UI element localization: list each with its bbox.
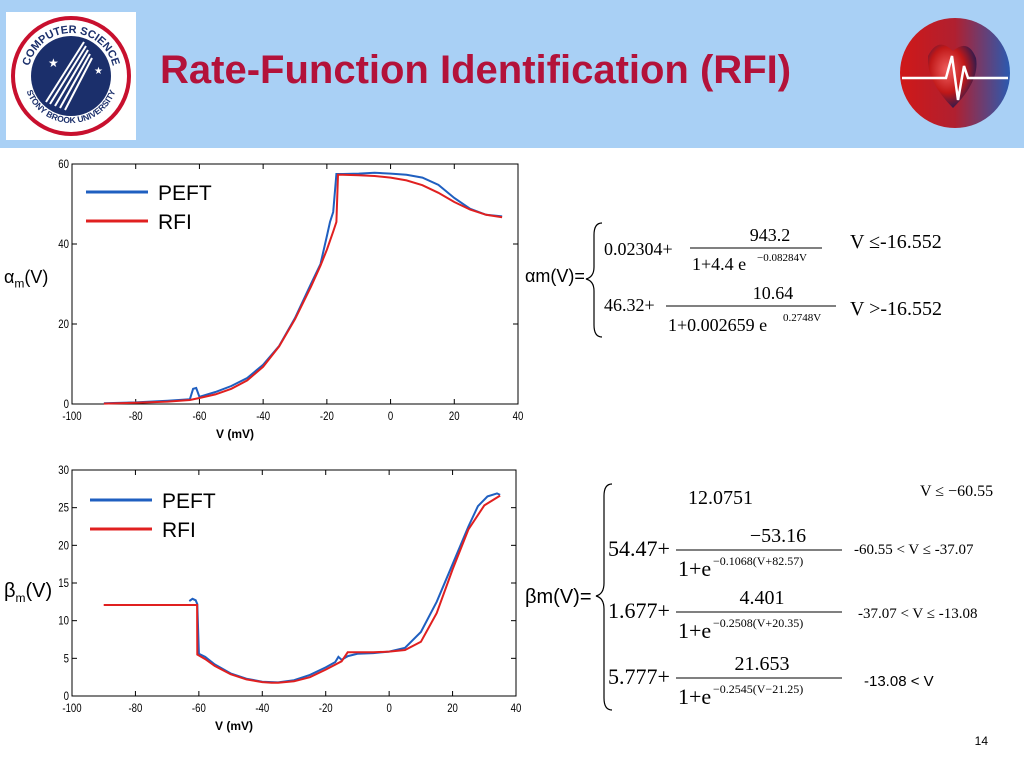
alpha-row2-den: 1+0.002659 e — [668, 315, 767, 335]
y-tick-label: 60 — [58, 158, 69, 171]
x-tick-label: 40 — [511, 702, 522, 715]
cs-logo: ★ ★ COMPUTER SCIENCE STONY BROOK UNIVERS… — [6, 12, 136, 140]
heart-ecg-icon — [898, 16, 1012, 130]
svg-text:★: ★ — [48, 56, 59, 70]
slide-title: Rate-Function Identification (RFI) — [160, 48, 792, 92]
alpha-row1-den: 1+4.4 e — [692, 254, 746, 274]
plot-frame — [71, 469, 517, 697]
alpha-m-chart: -100 -80 -60 -40 -20 0 20 40 0 20 40 60 V (mV) PEFT RF… — [58, 158, 524, 441]
legend-label-peft: PEFT — [162, 490, 216, 513]
slide-header: ★ ★ COMPUTER SCIENCE STONY BROOK UNIVERS… — [0, 0, 1024, 148]
y-tick-label: 30 — [58, 464, 69, 477]
series-line-peft — [103, 171, 503, 405]
x-tick-label: 0 — [388, 410, 393, 423]
beta-row4-exp: −0.2545(V−21.25) — [713, 682, 803, 696]
beta-row2-den: 1+e — [678, 556, 711, 581]
y-tick-label: 0 — [64, 690, 69, 703]
cs-logo-graphic: ★ ★ COMPUTER SCIENCE STONY BROOK UNIVERS… — [11, 16, 131, 136]
x-tick-label: -100 — [62, 410, 81, 423]
y-tick-label: 15 — [58, 577, 69, 590]
beta-row4-const: 5.777+ — [608, 664, 670, 689]
slide-number: 14 — [974, 734, 988, 748]
legend-label-rfi: RFI — [158, 211, 192, 234]
alpha-m-label: αm(V) — [4, 267, 49, 291]
alpha-row1-num: 943.2 — [750, 225, 791, 245]
beta-row2-num: −53.16 — [750, 525, 806, 547]
beta-row3-den: 1+e — [678, 618, 711, 643]
x-tick-label: 40 — [513, 410, 524, 423]
beta-eq-lhs: βm(V)= — [525, 586, 592, 608]
alpha-row1-cond: V ≤-16.552 — [850, 231, 942, 253]
beta-row2-cond: -60.55 < V ≤ -37.07 — [854, 542, 974, 558]
alpha-row2-const: 46.32+ — [604, 295, 655, 315]
beta-row3-const: 1.677+ — [608, 598, 670, 623]
x-tick-label: -100 — [62, 702, 81, 715]
beta-row4-cond: -13.08 < V — [864, 673, 934, 690]
svg-text:★: ★ — [94, 66, 103, 77]
y-tick-label: 5 — [64, 652, 69, 665]
x-tick-label: -60 — [192, 702, 206, 715]
beta-m-chart: -100 -80 -60 -40 -20 0 20 40 0 5 10 15 20 25 30 V (mV) P… — [58, 464, 522, 733]
x-tick-label: 0 — [386, 702, 391, 715]
beta-row3-cond: -37.07 < V ≤ -13.08 — [858, 606, 977, 622]
y-tick-label: 10 — [58, 615, 69, 628]
x-tick-label: -60 — [192, 410, 206, 423]
beta-row2-const: 54.47+ — [608, 536, 670, 561]
y-tick-label: 25 — [58, 502, 69, 515]
legend-label-rfi: RFI — [162, 519, 196, 542]
legend-label-peft: PEFT — [158, 182, 212, 205]
x-tick-label: -40 — [255, 702, 269, 715]
beta-row1-cond: V ≤ −60.55 — [920, 483, 993, 500]
y-tick-label: 40 — [58, 238, 69, 251]
alpha-row2-exp: 0.2748V — [783, 312, 821, 324]
series-line-rfi — [103, 173, 503, 405]
beta-row2-exp: −0.1068(V+82.57) — [713, 554, 803, 568]
alpha-eq-lhs: αm(V)= — [525, 266, 585, 286]
beta-row3-num: 4.401 — [740, 587, 785, 609]
y-tick-label: 20 — [58, 318, 69, 331]
series-line-peft — [188, 492, 501, 684]
alpha-row2-num: 10.64 — [753, 283, 794, 303]
x-tick-label: 20 — [447, 702, 458, 715]
alpha-row1-exp: −0.08284V — [757, 252, 807, 264]
beta-row3-exp: −0.2508(V+20.35) — [713, 616, 803, 630]
y-tick-label: 20 — [58, 539, 69, 552]
alpha-row2-cond: V >-16.552 — [850, 298, 942, 320]
x-tick-label: -20 — [319, 702, 333, 715]
alpha-row1-const: 0.02304+ — [604, 239, 673, 259]
y-tick-label: 0 — [64, 398, 69, 411]
plot-frame — [71, 163, 519, 405]
x-tick-label: -80 — [128, 702, 142, 715]
beta-row4-num: 21.653 — [735, 653, 790, 675]
x-axis-label: V (mV) — [215, 719, 253, 733]
x-tick-label: -40 — [256, 410, 270, 423]
beta-m-label: βm(V) — [4, 580, 53, 605]
beta-row1-value: 12.0751 — [688, 487, 753, 509]
series-line-rfi — [103, 494, 501, 684]
x-axis-label: V (mV) — [216, 427, 254, 441]
x-tick-label: 20 — [449, 410, 460, 423]
beta-row4-den: 1+e — [678, 684, 711, 709]
x-tick-label: -20 — [320, 410, 334, 423]
x-tick-label: -80 — [129, 410, 143, 423]
